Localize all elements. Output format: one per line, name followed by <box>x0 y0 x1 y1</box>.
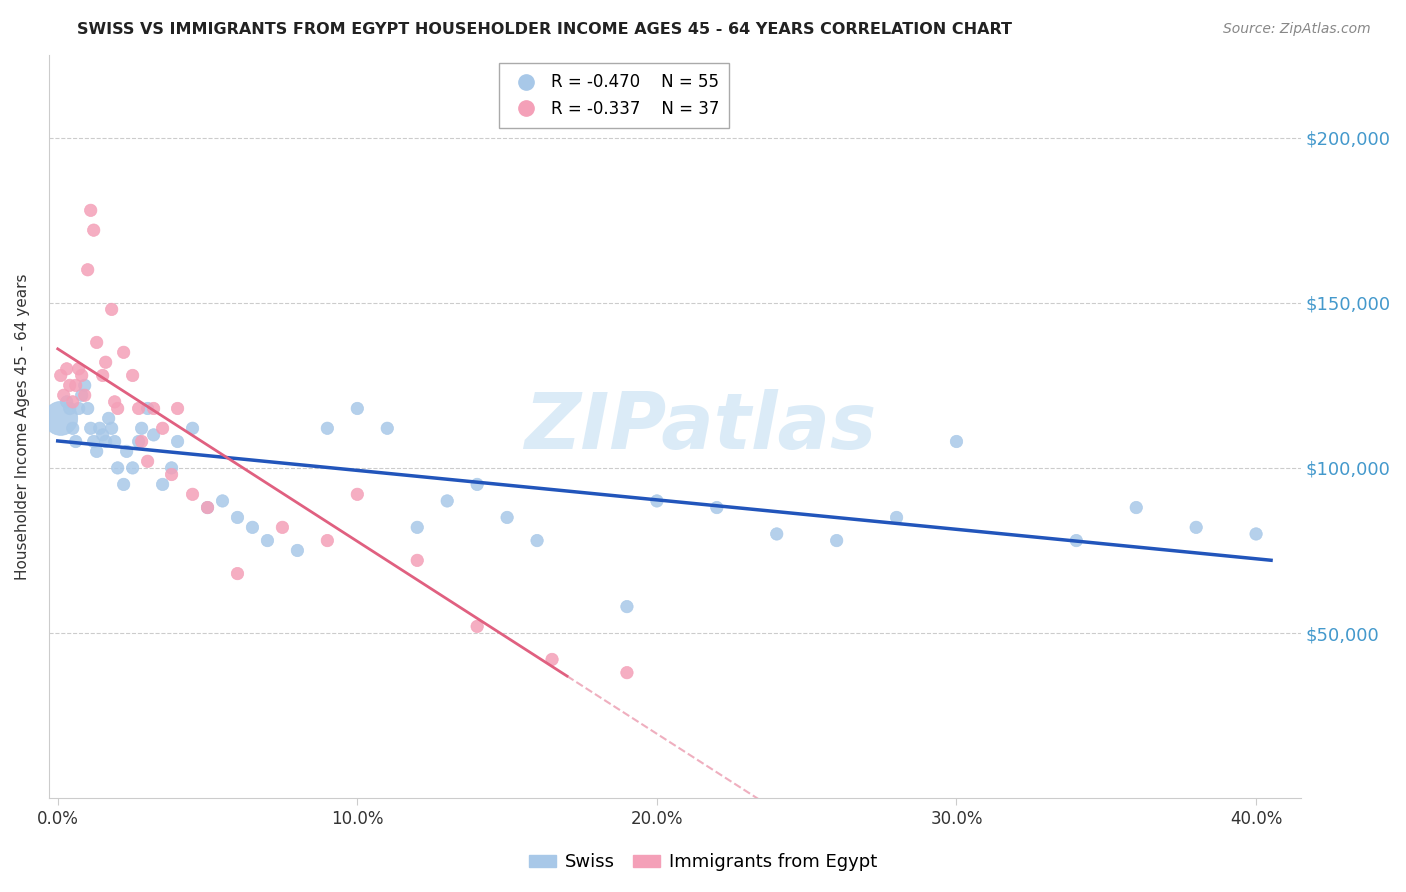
Point <box>197 500 219 515</box>
Point <box>465 619 488 633</box>
Point <box>1244 527 1267 541</box>
Point <box>526 533 548 548</box>
Point <box>76 401 98 416</box>
Point <box>55 362 77 376</box>
Point <box>346 401 368 416</box>
Point <box>104 395 127 409</box>
Point <box>271 520 294 534</box>
Point <box>121 368 143 383</box>
Point <box>80 203 103 218</box>
Point <box>160 467 183 482</box>
Point <box>62 395 84 409</box>
Point <box>100 421 122 435</box>
Point <box>97 411 120 425</box>
Point <box>152 477 174 491</box>
Point <box>406 553 429 567</box>
Point <box>616 599 638 614</box>
Y-axis label: Householder Income Ages 45 - 64 years: Householder Income Ages 45 - 64 years <box>15 273 30 580</box>
Point <box>65 434 87 449</box>
Point <box>107 401 129 416</box>
Point <box>197 500 219 515</box>
Point <box>166 401 188 416</box>
Point <box>86 335 108 350</box>
Point <box>616 665 638 680</box>
Point <box>67 401 90 416</box>
Point <box>86 444 108 458</box>
Point <box>76 262 98 277</box>
Point <box>65 378 87 392</box>
Point <box>706 500 728 515</box>
Point <box>49 368 72 383</box>
Point <box>121 461 143 475</box>
Point <box>1125 500 1147 515</box>
Point <box>226 510 249 524</box>
Point <box>112 345 135 359</box>
Point <box>211 494 233 508</box>
Text: SWISS VS IMMIGRANTS FROM EGYPT HOUSEHOLDER INCOME AGES 45 - 64 YEARS CORRELATION: SWISS VS IMMIGRANTS FROM EGYPT HOUSEHOLD… <box>77 22 1012 37</box>
Point <box>128 434 150 449</box>
Point <box>91 428 114 442</box>
Point <box>94 434 117 449</box>
Point <box>115 444 138 458</box>
Text: ZIPatlas: ZIPatlas <box>524 389 876 465</box>
Point <box>886 510 908 524</box>
Point <box>91 368 114 383</box>
Point <box>316 421 339 435</box>
Point <box>67 362 90 376</box>
Point <box>945 434 967 449</box>
Point <box>70 388 93 402</box>
Point <box>541 652 564 666</box>
Point <box>131 434 153 449</box>
Point <box>49 411 72 425</box>
Point <box>1066 533 1088 548</box>
Point <box>645 494 668 508</box>
Point <box>242 520 264 534</box>
Point <box>825 533 848 548</box>
Point <box>112 477 135 491</box>
Point <box>80 421 103 435</box>
Point <box>59 401 82 416</box>
Legend: R = -0.470    N = 55, R = -0.337    N = 37: R = -0.470 N = 55, R = -0.337 N = 37 <box>499 63 730 128</box>
Point <box>70 368 93 383</box>
Point <box>83 434 105 449</box>
Point <box>55 395 77 409</box>
Point <box>406 520 429 534</box>
Point <box>52 388 75 402</box>
Point <box>181 421 204 435</box>
Point <box>73 378 96 392</box>
Text: Source: ZipAtlas.com: Source: ZipAtlas.com <box>1223 22 1371 37</box>
Point <box>104 434 127 449</box>
Point <box>436 494 458 508</box>
Point <box>256 533 278 548</box>
Point <box>128 401 150 416</box>
Point <box>465 477 488 491</box>
Point <box>496 510 519 524</box>
Point <box>160 461 183 475</box>
Point <box>346 487 368 501</box>
Point <box>136 401 159 416</box>
Point <box>59 378 82 392</box>
Point <box>83 223 105 237</box>
Point <box>89 421 111 435</box>
Point <box>287 543 309 558</box>
Point <box>142 401 165 416</box>
Point <box>142 428 165 442</box>
Point <box>181 487 204 501</box>
Point <box>765 527 787 541</box>
Point <box>73 388 96 402</box>
Point <box>152 421 174 435</box>
Point <box>316 533 339 548</box>
Point <box>94 355 117 369</box>
Point <box>1185 520 1208 534</box>
Point <box>131 421 153 435</box>
Point <box>226 566 249 581</box>
Point <box>166 434 188 449</box>
Point <box>107 461 129 475</box>
Point <box>375 421 398 435</box>
Point <box>136 454 159 468</box>
Point <box>62 421 84 435</box>
Legend: Swiss, Immigrants from Egypt: Swiss, Immigrants from Egypt <box>522 847 884 879</box>
Point <box>100 302 122 317</box>
